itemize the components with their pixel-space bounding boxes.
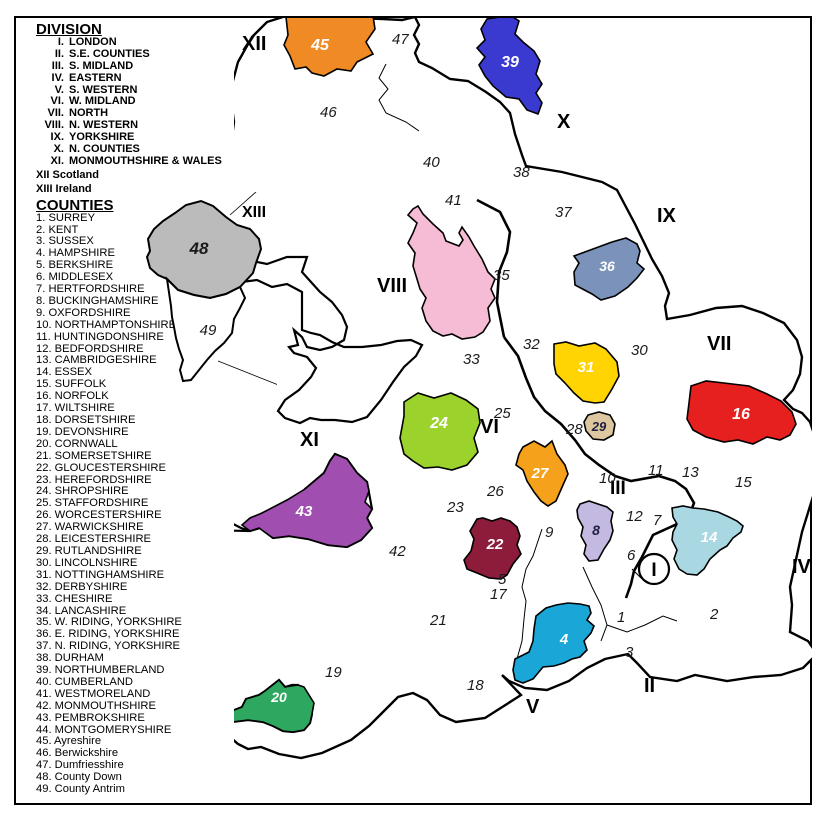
svg-text:12: 12 [626, 508, 643, 525]
svg-text:45: 45 [310, 37, 330, 54]
svg-text:9: 9 [545, 524, 554, 541]
svg-text:39: 39 [501, 54, 519, 71]
svg-text:X: X [557, 111, 571, 133]
svg-text:36: 36 [599, 258, 615, 274]
svg-text:VII: VII [707, 333, 731, 355]
svg-text:24: 24 [429, 415, 448, 432]
svg-text:8: 8 [592, 522, 600, 538]
svg-text:3: 3 [625, 644, 634, 661]
svg-text:IV: IV [792, 556, 812, 578]
svg-text:25: 25 [493, 405, 511, 422]
svg-text:XIII: XIII [242, 204, 266, 221]
svg-text:42: 42 [389, 543, 406, 560]
svg-text:14: 14 [701, 529, 718, 546]
svg-text:1: 1 [617, 609, 625, 626]
svg-text:15: 15 [735, 474, 752, 491]
svg-text:18: 18 [467, 677, 484, 694]
svg-text:17: 17 [490, 586, 507, 603]
svg-text:IX: IX [657, 205, 677, 227]
svg-text:33: 33 [463, 351, 480, 368]
svg-text:2: 2 [709, 606, 719, 623]
svg-text:II: II [644, 675, 655, 697]
svg-text:30: 30 [631, 342, 648, 359]
svg-text:27: 27 [531, 465, 549, 482]
svg-text:43: 43 [295, 503, 313, 520]
svg-text:16: 16 [732, 406, 750, 423]
svg-text:23: 23 [446, 499, 464, 516]
svg-text:29: 29 [591, 419, 607, 434]
svg-text:7: 7 [653, 512, 662, 529]
svg-text:19: 19 [325, 664, 342, 681]
svg-text:V: V [526, 696, 540, 718]
svg-text:31: 31 [578, 359, 595, 376]
svg-text:35: 35 [493, 267, 510, 284]
svg-text:13: 13 [682, 464, 699, 481]
svg-text:47: 47 [392, 31, 409, 48]
svg-text:26: 26 [486, 483, 504, 500]
svg-text:21: 21 [429, 612, 447, 629]
svg-text:32: 32 [523, 336, 540, 353]
svg-text:XI: XI [300, 429, 319, 451]
svg-text:10: 10 [599, 470, 616, 487]
svg-text:11: 11 [648, 462, 664, 479]
svg-text:I: I [651, 560, 656, 581]
svg-text:40: 40 [423, 154, 440, 171]
svg-text:6: 6 [627, 547, 636, 564]
svg-text:49: 49 [200, 322, 217, 339]
svg-text:46: 46 [320, 104, 337, 121]
svg-text:22: 22 [486, 536, 504, 553]
svg-text:XII: XII [242, 33, 266, 55]
svg-text:48: 48 [189, 239, 209, 258]
svg-text:38: 38 [513, 164, 530, 181]
svg-text:VIII: VIII [377, 275, 407, 297]
svg-text:28: 28 [565, 421, 583, 438]
svg-text:41: 41 [445, 192, 462, 209]
svg-text:20: 20 [270, 689, 287, 705]
svg-text:37: 37 [555, 204, 572, 221]
svg-text:4: 4 [559, 631, 569, 648]
